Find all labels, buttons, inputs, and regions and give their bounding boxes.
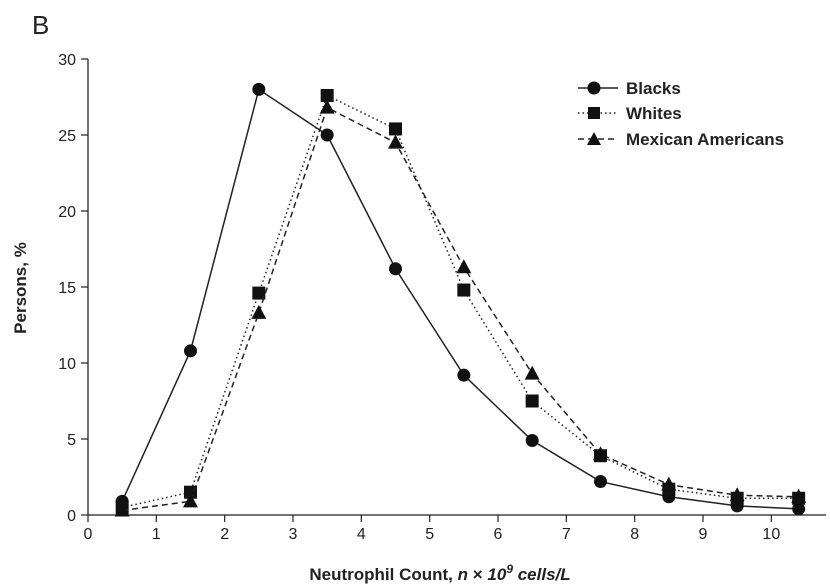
y-tick-label: 15 bbox=[58, 280, 76, 297]
data-point-circle bbox=[252, 82, 266, 96]
y-tick-label: 5 bbox=[67, 432, 76, 449]
x-tick-label: 0 bbox=[84, 526, 93, 543]
data-point-square bbox=[252, 286, 266, 300]
data-point-square bbox=[525, 394, 539, 408]
data-point-triangle bbox=[388, 134, 403, 149]
axes bbox=[87, 59, 826, 516]
data-point-triangle bbox=[791, 488, 807, 503]
legend-marker-triangle bbox=[587, 132, 601, 145]
data-point-circle bbox=[792, 502, 806, 516]
series-line-blacks bbox=[121, 88, 799, 510]
x-axis-title-part: × bbox=[468, 565, 487, 584]
y-tick-label: 0 bbox=[67, 508, 76, 525]
x-tick-label: 7 bbox=[562, 526, 571, 543]
legend-label-whites: Whites bbox=[626, 104, 682, 123]
panel-label: B bbox=[32, 10, 49, 40]
series-line-mexican-americans bbox=[122, 106, 799, 512]
x-tick-label: 5 bbox=[425, 526, 434, 543]
x-axis-title-part: 10 bbox=[487, 565, 506, 584]
x-axis-title-part: Neutrophil Count, bbox=[309, 565, 457, 584]
data-point-triangle bbox=[524, 365, 540, 380]
legend-marker-square bbox=[588, 107, 600, 119]
x-tick-label: 8 bbox=[630, 526, 639, 543]
data-point-triangle bbox=[456, 259, 472, 274]
data-point-triangle bbox=[729, 487, 745, 502]
y-tick-label: 20 bbox=[58, 204, 76, 221]
data-point-triangle bbox=[183, 493, 198, 508]
plot-series bbox=[114, 82, 807, 517]
x-tick-label: 4 bbox=[357, 526, 366, 543]
x-tick-label: 1 bbox=[152, 526, 161, 543]
y-axis-title: Persons, % bbox=[11, 242, 30, 334]
data-point-circle bbox=[320, 128, 334, 142]
series-line-whites bbox=[122, 94, 799, 509]
legend-item-mexican-americans: Mexican Americans bbox=[578, 130, 784, 149]
legend-item-whites: Whites bbox=[578, 104, 682, 123]
x-axis-title: Neutrophil Count, n × 109 cells/L bbox=[309, 562, 570, 584]
x-axis-title-exponent: 9 bbox=[506, 562, 513, 576]
data-point-triangle bbox=[593, 446, 608, 461]
x-tick-label: 6 bbox=[494, 526, 503, 543]
data-point-square bbox=[320, 88, 334, 102]
data-point-circle bbox=[525, 434, 539, 448]
data-point-triangle bbox=[661, 476, 677, 491]
data-point-triangle bbox=[114, 502, 130, 517]
data-point-circle bbox=[184, 344, 197, 358]
legend: Blacks Whites Mexican Americans bbox=[578, 79, 784, 149]
x-tick-label: 9 bbox=[699, 526, 708, 543]
data-point-circle bbox=[594, 475, 607, 489]
data-point-triangle bbox=[319, 99, 335, 114]
y-axis-ticks: 0 5 10 15 20 25 30 bbox=[58, 52, 88, 525]
series-mexican-americans bbox=[114, 99, 807, 517]
series-whites bbox=[115, 88, 806, 514]
x-axis-title-part: n bbox=[458, 565, 468, 584]
legend-item-blacks: Blacks bbox=[578, 79, 681, 98]
data-point-circle bbox=[457, 368, 471, 382]
data-point-triangle bbox=[251, 304, 267, 319]
x-tick-label: 3 bbox=[289, 526, 298, 543]
data-point-square bbox=[184, 485, 197, 499]
x-tick-label: 2 bbox=[220, 526, 229, 543]
legend-label-mexican-americans: Mexican Americans bbox=[626, 130, 784, 149]
y-tick-label: 30 bbox=[58, 52, 76, 69]
y-tick-label: 25 bbox=[58, 128, 76, 145]
y-tick-label: 10 bbox=[58, 356, 76, 373]
x-axis-title-part: cells/L bbox=[513, 565, 571, 584]
data-point-square bbox=[457, 283, 471, 297]
data-point-circle bbox=[389, 262, 402, 276]
x-axis-ticks: 0 1 2 3 4 5 6 7 8 9 10 bbox=[84, 515, 780, 543]
data-point-square bbox=[389, 122, 402, 136]
x-tick-label: 10 bbox=[762, 526, 780, 543]
legend-marker-circle bbox=[587, 81, 601, 95]
legend-label-blacks: Blacks bbox=[626, 79, 681, 98]
